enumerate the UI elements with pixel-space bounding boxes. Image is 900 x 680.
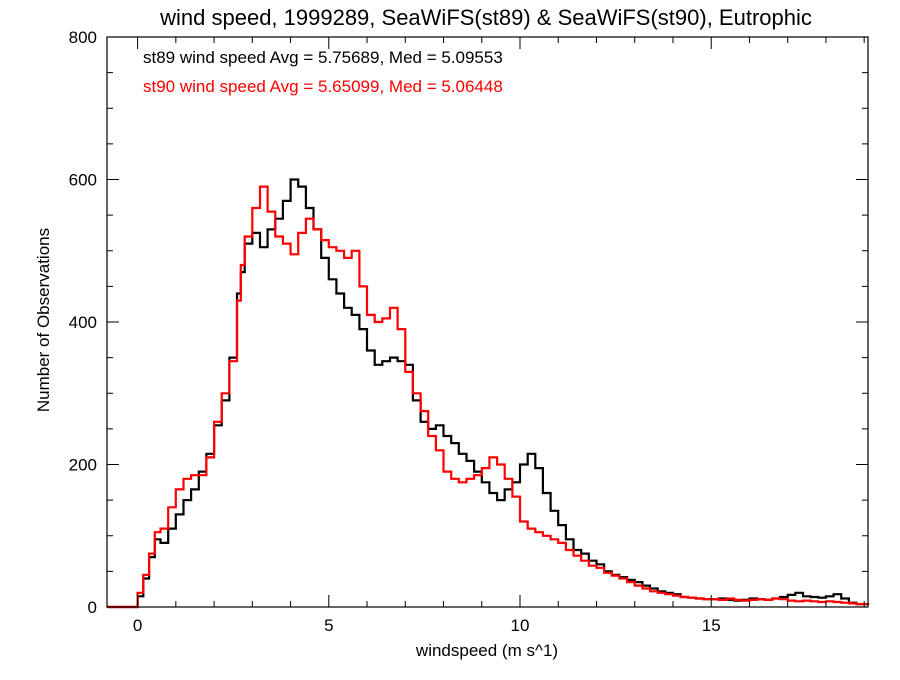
- y-tick-label: 800: [69, 28, 97, 47]
- plot-frame: [106, 36, 869, 608]
- series-layer: [107, 178, 870, 609]
- legend-annotation-st89: st89 wind speed Avg = 5.75689, Med = 5.0…: [143, 48, 503, 67]
- x-tick-label: 10: [511, 616, 530, 635]
- series-line-st90: [107, 185, 870, 609]
- chart-title: wind speed, 1999289, SeaWiFS(st89) & Sea…: [159, 5, 812, 30]
- legend-annotation-st90: st90 wind speed Avg = 5.65099, Med = 5.0…: [143, 77, 503, 96]
- x-tick-label: 0: [133, 616, 142, 635]
- y-axis-label: Number of Observations: [34, 228, 53, 412]
- y-tick-label: 0: [88, 598, 97, 617]
- x-axis-label: windspeed (m s^1): [415, 641, 558, 660]
- tick-layer: 0 5 10 15 0 200 400 600 800: [69, 28, 868, 635]
- y-tick-label: 400: [69, 313, 97, 332]
- y-tick-label: 600: [69, 171, 97, 190]
- x-tick-label: 15: [702, 616, 721, 635]
- x-tick-label: 5: [324, 616, 333, 635]
- y-tick-label: 200: [69, 456, 97, 475]
